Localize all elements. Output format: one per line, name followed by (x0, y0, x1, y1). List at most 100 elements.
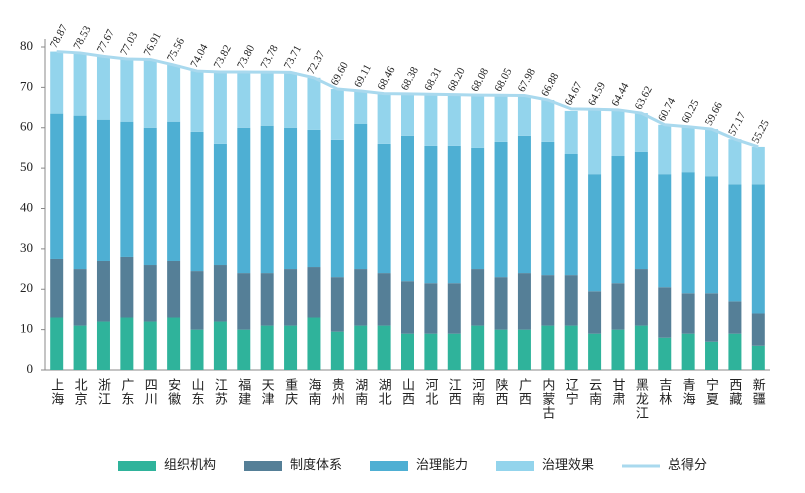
x-tick-label: 广西 (517, 378, 532, 406)
x-tick-label: 四川 (143, 378, 158, 406)
legend-swatch (496, 461, 534, 471)
bar-segment (494, 277, 508, 330)
bar-segment (681, 293, 695, 334)
bar-segment (330, 139, 344, 278)
data-label: 66.88 (539, 71, 561, 99)
bar-segment (681, 126, 695, 173)
bar-segment (447, 283, 461, 334)
data-label: 73.82 (212, 43, 234, 70)
data-label: 68.38 (399, 65, 421, 93)
bar-segment (143, 127, 157, 266)
bar-segment (751, 146, 765, 185)
bar-segment (354, 90, 368, 124)
y-tick-label: 20 (20, 280, 33, 295)
x-tick-label: 河南 (470, 378, 485, 406)
bar-segment (517, 135, 531, 274)
bar-segment (471, 269, 485, 326)
bar-segment (705, 176, 719, 294)
bar-segment (354, 269, 368, 326)
data-label: 55.25 (750, 118, 772, 146)
bar-segment (611, 283, 625, 330)
bar-segment (73, 52, 87, 116)
bar-segment (237, 329, 251, 370)
bar-segment (73, 325, 87, 370)
bar-segment (96, 260, 110, 322)
legend-label: 组织机构 (164, 457, 216, 472)
legend-swatch (370, 461, 408, 471)
y-tick-label: 40 (20, 199, 33, 214)
bar-segment (424, 145, 438, 284)
bar-segment (541, 325, 555, 370)
bar-segment (284, 127, 298, 270)
bar-segment (143, 265, 157, 322)
data-label: 68.05 (492, 66, 514, 94)
total-line (56, 50, 759, 149)
x-tick-label: 海南 (306, 378, 321, 406)
data-label: 68.08 (469, 66, 491, 94)
data-label: 60.74 (656, 95, 678, 123)
x-tick-label: 重庆 (283, 377, 298, 406)
bar-segment (50, 113, 64, 259)
bar-segment (541, 99, 555, 142)
bar-segment (401, 281, 414, 334)
bar-segment (634, 269, 648, 326)
bar-segment (611, 109, 625, 157)
bar-segment (588, 109, 602, 175)
bar-segment (190, 71, 204, 132)
bar-segment (307, 317, 321, 370)
x-tick-label: 山西 (400, 378, 415, 406)
data-label: 77.03 (118, 30, 140, 58)
bar-segment (705, 129, 719, 177)
bar-segment (751, 345, 765, 370)
data-label: 75.56 (165, 36, 187, 64)
x-tick-label: 辽宁 (564, 378, 579, 406)
bar-segment (517, 95, 531, 136)
bar-segment (588, 291, 602, 334)
bar-segment (658, 174, 672, 288)
legend-swatch (244, 461, 282, 471)
x-tick-label: 浙江 (96, 378, 111, 406)
data-label: 76.91 (142, 31, 164, 58)
bar-segment (73, 269, 87, 326)
x-tick-label: 江苏 (213, 378, 228, 406)
bar-segment (307, 267, 321, 318)
data-label: 68.31 (422, 65, 444, 92)
x-tick-label: 贵州 (330, 378, 345, 406)
data-label: 78.53 (71, 24, 93, 52)
legend-label: 制度体系 (290, 457, 342, 472)
x-tick-label: 内蒙古 (540, 377, 555, 420)
data-label: 69.11 (352, 62, 374, 89)
bar-segment (213, 265, 227, 322)
bar-segment (213, 143, 227, 266)
bar-segment (120, 58, 134, 122)
data-label: 73.78 (258, 43, 280, 71)
bar-segment (143, 59, 157, 128)
bar-segment (588, 174, 602, 292)
data-label: 67.98 (516, 66, 538, 94)
bar-segment (634, 113, 648, 152)
bar-segment (705, 341, 719, 370)
x-tick-label: 广东 (119, 378, 134, 406)
x-tick-label: 湖北 (377, 378, 392, 406)
bar-segment (213, 71, 227, 144)
bar-segment (728, 301, 742, 334)
bar-segment (471, 147, 485, 270)
y-tick-label: 30 (20, 240, 33, 255)
bar-segment (260, 125, 274, 274)
bar-segment (50, 317, 64, 370)
bar-segment (96, 119, 110, 261)
bar-segment (728, 139, 742, 185)
data-label: 57.17 (726, 110, 748, 138)
bar-segment (330, 88, 344, 140)
bar-segment (284, 325, 298, 370)
bar-segment (237, 127, 251, 274)
bar-segment (190, 131, 204, 272)
bar-segment (377, 273, 391, 326)
x-tick-label: 西藏 (727, 378, 742, 406)
bar-segment (634, 151, 648, 270)
bar-segment (143, 321, 157, 370)
x-tick-label: 天津 (260, 378, 275, 406)
bar-segment (424, 94, 438, 146)
bar-segment (377, 93, 391, 144)
